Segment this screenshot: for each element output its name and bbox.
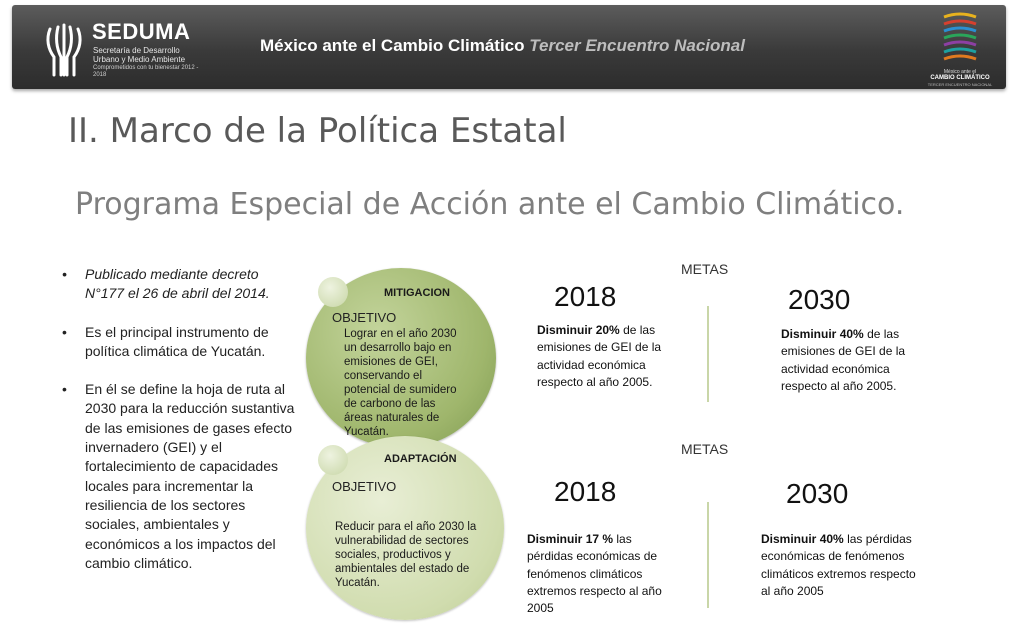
- goal-verb: Disminuir: [781, 327, 837, 341]
- mitigation-objetivo-label: OBJETIVO: [332, 310, 397, 325]
- bullet-item: Es el principal instrumento de política …: [62, 323, 298, 362]
- goal-text: las pérdidas económicas de fenómenos cli…: [761, 532, 916, 598]
- goal-text: de las emisiones de GEI de la actividad …: [781, 327, 906, 393]
- goal-verb: Disminuir: [527, 532, 583, 546]
- bullet-list: Publicado mediante decreto N°177 el 26 d…: [62, 265, 298, 592]
- mitigation-small-circle: [318, 277, 348, 307]
- slide-subtitle: Programa Especial de Acción ante el Camb…: [75, 187, 905, 222]
- adaptation-objetivo-label: OBJETIVO: [332, 479, 397, 494]
- org-tagline: Comprometidos con tu bienestar 2012 - 20…: [93, 65, 199, 78]
- mitigation-year-2018: 2018: [554, 281, 617, 312]
- goal-percent: 17 %: [585, 532, 614, 546]
- event-logo-line3: TERCER ENCUENTRO NACIONAL: [927, 82, 993, 87]
- event-title-sub: Tercer Encuentro Nacional: [529, 36, 745, 55]
- event-logo-icon: [943, 12, 977, 61]
- org-subtitle: Secretaría de Desarrollo Urbano y Medio …: [93, 46, 186, 64]
- goal-percent: 20%: [595, 323, 620, 337]
- mitigation-year-2030: 2030: [788, 284, 851, 315]
- adaptation-year-2030: 2030: [786, 478, 849, 509]
- adaptation-divider: [707, 502, 709, 608]
- goal-verb: Disminuir: [537, 323, 593, 337]
- header-bar: SEDUMA Secretaría de Desarrollo Urbano y…: [12, 5, 1006, 89]
- slide-title: II. Marco de la Política Estatal: [68, 111, 567, 151]
- goal-text: de las emisiones de GEI de la actividad …: [537, 323, 662, 389]
- goal-text: las pérdidas económicas de fenómenos cli…: [527, 532, 662, 616]
- adaptation-objetivo-text: Reducir para el año 2030 la vulnerabilid…: [335, 521, 477, 589]
- mitigation-objetivo-text: Lograr en el año 2030 un desarrollo bajo…: [344, 328, 457, 438]
- seduma-logo-icon: [46, 23, 82, 77]
- org-name: SEDUMA: [92, 19, 191, 44]
- bullet-item: Publicado mediante decreto N°177 el 26 d…: [62, 265, 298, 304]
- adaptation-goal-2018: Disminuir 17 % las pérdidas económicas d…: [527, 531, 679, 617]
- adaptation-small-circle: [318, 445, 348, 475]
- event-logo-line2: CAMBIO CLIMÁTICO: [930, 75, 990, 81]
- mitigation-goal-2030: Disminuir 40% de las emisiones de GEI de…: [781, 326, 931, 395]
- event-logo: México ante el CAMBIO CLIMÁTICO TERCER E…: [925, 11, 995, 87]
- mitigation-divider: [707, 306, 709, 402]
- event-title-main: México ante el Cambio Climático: [260, 36, 525, 55]
- adaptation-goal-2030: Disminuir 40% las pérdidas económicas de…: [761, 531, 916, 600]
- bullet-item: En él se define la hoja de ruta al 2030 …: [62, 380, 298, 573]
- goal-percent: 40%: [819, 532, 844, 546]
- mitigation-label: MITIGACION: [384, 287, 450, 299]
- adaptation-metas-label: METAS: [681, 441, 729, 457]
- mitigation-goal-2018: Disminuir 20% de las emisiones de GEI de…: [537, 322, 687, 391]
- goal-percent: 40%: [839, 327, 864, 341]
- event-title: México ante el Cambio Climático Tercer E…: [260, 36, 745, 56]
- mitigation-metas-label: METAS: [681, 261, 729, 277]
- goal-verb: Disminuir: [761, 532, 817, 546]
- event-logo-line1: México ante el: [943, 69, 977, 75]
- adaptation-label: ADAPTACIÓN: [384, 453, 457, 465]
- adaptation-year-2018: 2018: [554, 476, 617, 507]
